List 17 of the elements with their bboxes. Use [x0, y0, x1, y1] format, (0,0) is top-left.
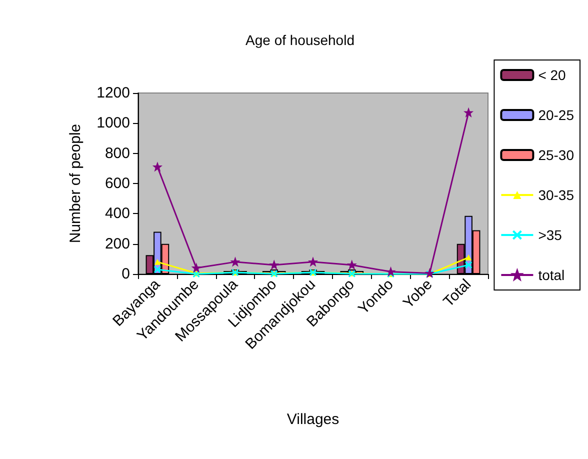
x-axis-title: Villages [286, 411, 340, 428]
legend-label: < 20 [538, 67, 566, 83]
y-tick-label: 800 [104, 144, 130, 162]
legend-label: >35 [538, 227, 562, 243]
y-tick-label: 0 [122, 266, 130, 282]
legend-label: total [538, 267, 565, 283]
y-tick-label: 400 [104, 205, 130, 222]
legend-label: 25-30 [538, 147, 574, 163]
y-tick-label: 1200 [96, 84, 130, 102]
chart-title: Age of household [246, 32, 354, 48]
y-tick-label: 200 [104, 235, 130, 252]
y-tick-label: 1000 [96, 114, 130, 132]
legend-label: 30-35 [538, 187, 574, 203]
y-tick-label: 600 [104, 175, 130, 192]
legend-label: 20-25 [538, 107, 574, 123]
y-axis-title: Number of people [67, 124, 84, 244]
x-tick-label: Yobe [400, 276, 436, 312]
